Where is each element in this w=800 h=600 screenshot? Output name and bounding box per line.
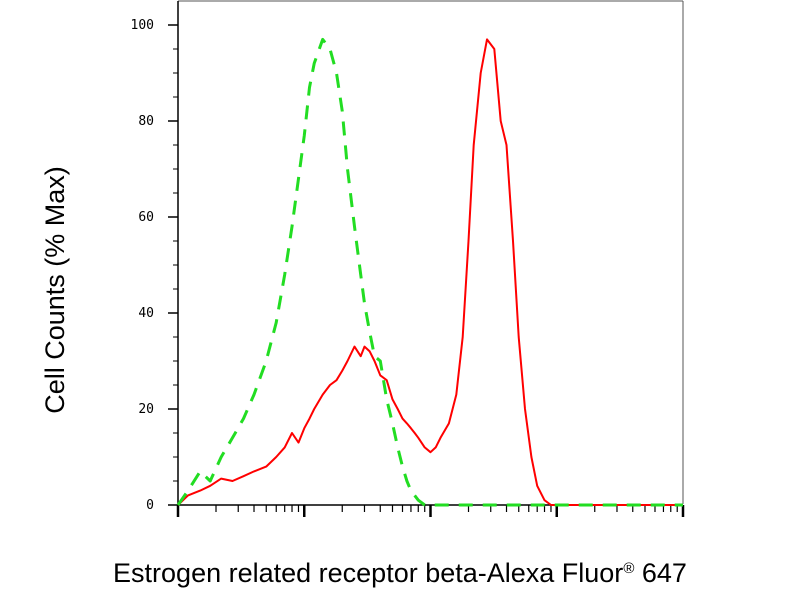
series-layer — [176, 37, 683, 507]
x-axis-ticks — [176, 505, 685, 517]
registered-mark: ® — [623, 560, 635, 577]
y-tick-label: 20 — [138, 402, 154, 417]
x-axis-title-text: Estrogen related receptor beta-Alexa Flu… — [113, 558, 624, 588]
x-axis-title: Estrogen related receptor beta-Alexa Flu… — [0, 558, 800, 589]
y-tick-label: 0 — [146, 498, 154, 513]
plot-frame — [177, 0, 684, 506]
x-axis-title-suffix — [634, 558, 642, 588]
control-histogram-line — [176, 37, 683, 507]
sample-histogram-line — [177, 38, 683, 506]
y-tick-label: 40 — [138, 306, 154, 321]
x-axis-title-channel: 647 — [641, 558, 687, 588]
y-axis-ticks: 0 20 40 60 80 100 — [131, 18, 178, 513]
y-tick-label: 60 — [138, 210, 154, 225]
y-axis-title: Cell Counts (% Max) — [40, 166, 70, 414]
y-tick-label: 80 — [138, 114, 154, 129]
y-tick-label: 100 — [131, 18, 154, 33]
